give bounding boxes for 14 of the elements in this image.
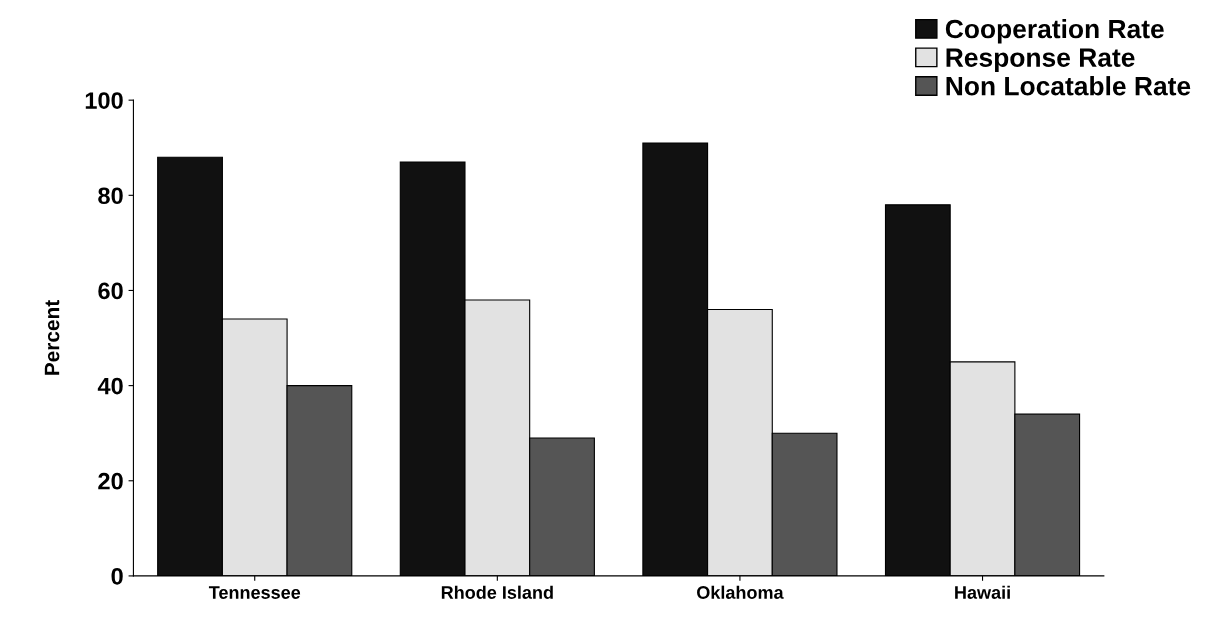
y-tick-label: 40 [97,377,123,395]
y-tick-label: 80 [98,187,123,205]
x-tick-label: Rhode Island [441,585,553,599]
y-tick-label: 60 [98,282,123,300]
legend-label: Response Rate [946,48,1135,73]
y-tick-label: 0 [111,567,123,585]
y-axis-title: Percent [44,300,60,375]
legend-label: Non Locatable Rate [946,76,1191,96]
legend-label: Cooperation Rate [945,18,1164,44]
x-tick-label: Tennessee [208,586,301,599]
x-tick-label: Hawaii [955,585,1010,599]
y-tick-label: 100 [85,92,123,109]
x-tick-label: Oklahoma [697,585,784,599]
y-tick-label: 20 [98,472,123,490]
